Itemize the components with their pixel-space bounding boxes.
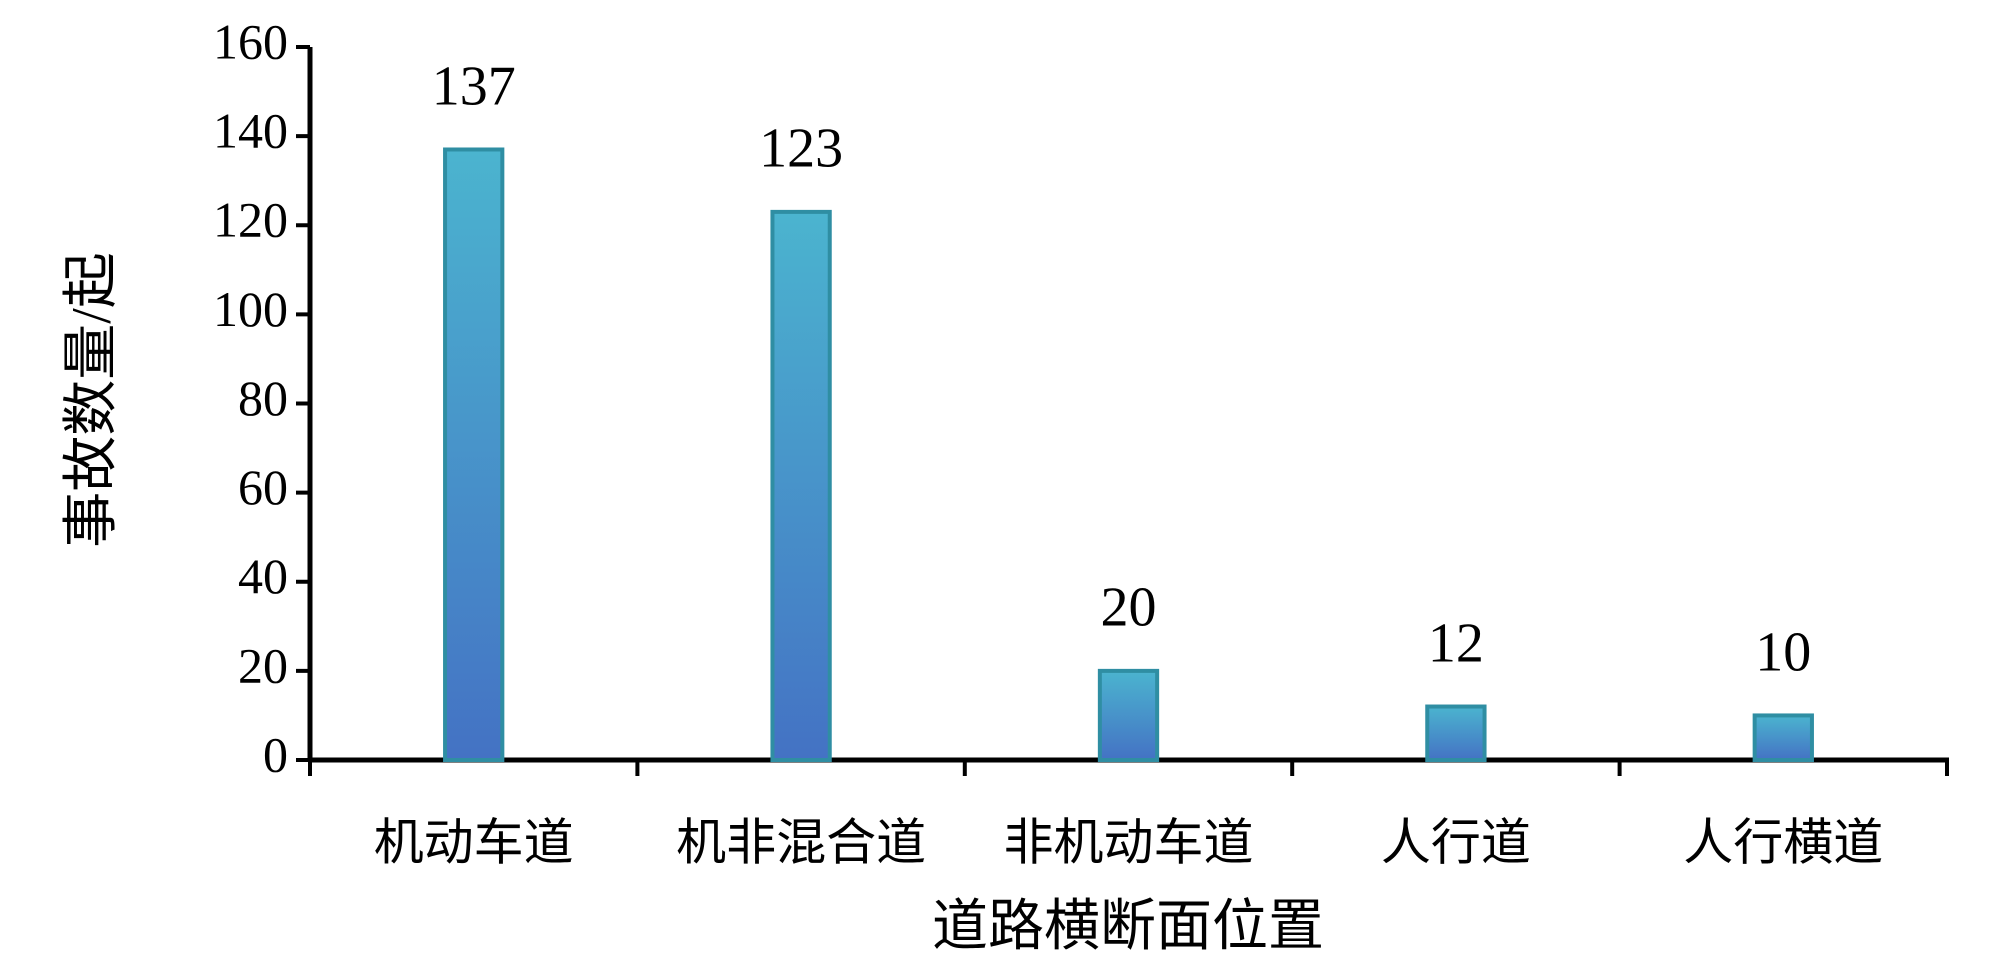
x-tick-label: 人行横道 <box>1683 814 1883 870</box>
y-tick-label: 140 <box>213 103 288 159</box>
value-label: 20 <box>1101 577 1157 639</box>
y-tick-label: 160 <box>213 13 288 69</box>
y-tick-label: 80 <box>238 370 288 426</box>
x-tick-label: 机动车道 <box>374 814 574 870</box>
y-tick-label: 20 <box>238 637 288 693</box>
y-tick-label: 100 <box>213 281 288 337</box>
y-tick-label: 40 <box>238 548 288 604</box>
y-axis-title: 事故数量/起 <box>61 252 123 548</box>
y-tick-label: 120 <box>213 192 288 248</box>
value-label: 10 <box>1755 621 1811 683</box>
x-tick-label: 非机动车道 <box>1004 814 1254 870</box>
bar <box>770 209 832 763</box>
bar <box>1097 668 1160 762</box>
x-axis-title: 道路横断面位置 <box>932 896 1324 958</box>
value-label: 123 <box>759 118 843 180</box>
x-tick-label: 人行道 <box>1381 814 1531 870</box>
bar <box>1752 713 1814 762</box>
y-tick-label: 0 <box>263 726 288 782</box>
x-tick-label: 机非混合道 <box>676 814 926 870</box>
value-label: 137 <box>432 55 516 117</box>
y-tick-label: 60 <box>238 459 288 515</box>
value-label: 12 <box>1428 612 1484 674</box>
bar <box>1425 704 1487 763</box>
bar <box>443 147 505 762</box>
